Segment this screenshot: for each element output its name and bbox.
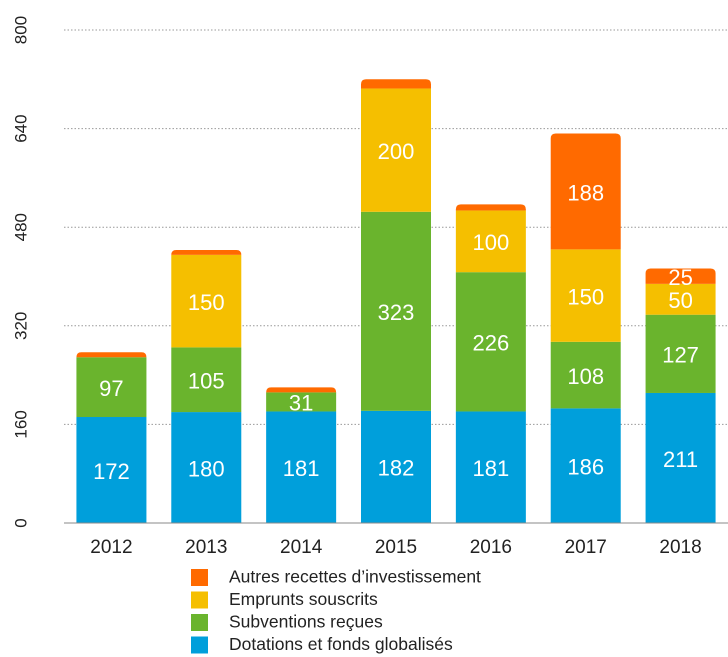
x-tick-label: 2018 [659,537,701,558]
bar-segment [266,387,337,393]
y-tick-label: 0 [11,518,30,527]
value-label: 150 [188,290,225,315]
value-label: 188 [567,180,604,205]
bar-segment [361,410,431,523]
x-tick-label: 2016 [470,537,512,558]
bar-segment [645,392,716,523]
bar-segment [171,250,242,255]
value-label: 150 [567,284,604,309]
legend-swatch [191,636,208,654]
legend-swatch [191,569,208,586]
x-tick-label: 2013 [185,537,227,558]
value-label: 172 [93,459,130,484]
value-label: 180 [188,456,225,481]
bar-segment [361,88,431,212]
legend-label: Dotations et fonds globalisés [229,634,453,654]
value-label: 211 [663,447,698,472]
legend-label: Emprunts souscrits [229,589,378,609]
value-label: 200 [378,139,415,164]
bar-segment [550,249,621,342]
value-label: 127 [662,343,699,368]
bar-segment [76,352,147,358]
x-tick-label: 2017 [565,537,607,558]
bar-segment [171,254,242,348]
bar-segment [266,392,337,412]
bar-segment [455,204,526,211]
value-label: 31 [289,391,313,416]
bar-segment [550,408,621,523]
value-label: 25 [668,265,692,290]
y-tick-label: 640 [11,114,30,142]
legend-swatch [191,591,208,609]
value-label: 97 [99,376,123,401]
value-label: 226 [472,331,509,356]
y-tick-label: 800 [11,16,30,44]
y-tick-label: 480 [11,213,30,241]
legend-swatch [191,614,208,631]
value-label: 186 [567,455,604,480]
bar-segment [76,357,147,418]
value-label: 105 [188,369,225,394]
x-tick-label: 2014 [280,537,323,558]
x-tick-label: 2015 [375,537,417,558]
value-label: 100 [472,230,509,255]
bar-segment [266,411,337,523]
bar-segment [455,210,526,273]
value-label: 182 [378,456,415,481]
legend-label: Subventions reçues [229,612,383,632]
y-tick-label: 320 [11,312,30,340]
value-label: 181 [283,456,320,481]
bar-segment [550,133,621,250]
bar-segment [171,412,242,523]
x-tick-label: 2012 [90,537,132,558]
bar-segment [645,283,716,315]
value-label: 108 [567,364,604,389]
bar-segment [361,79,431,89]
bar-segment [550,341,621,409]
bar-segment [171,347,242,413]
value-label: 323 [378,300,415,325]
bar-segment [645,268,716,284]
bar-segment [455,411,526,523]
legend-label: Autres recettes d’investissement [229,567,481,587]
y-tick-label: 160 [11,410,30,438]
bar-segment [645,314,716,393]
value-label: 181 [472,456,509,481]
bar-segment [455,272,526,412]
bar-segment [361,211,431,411]
value-label: 50 [668,288,692,313]
bar-segment [76,417,147,523]
